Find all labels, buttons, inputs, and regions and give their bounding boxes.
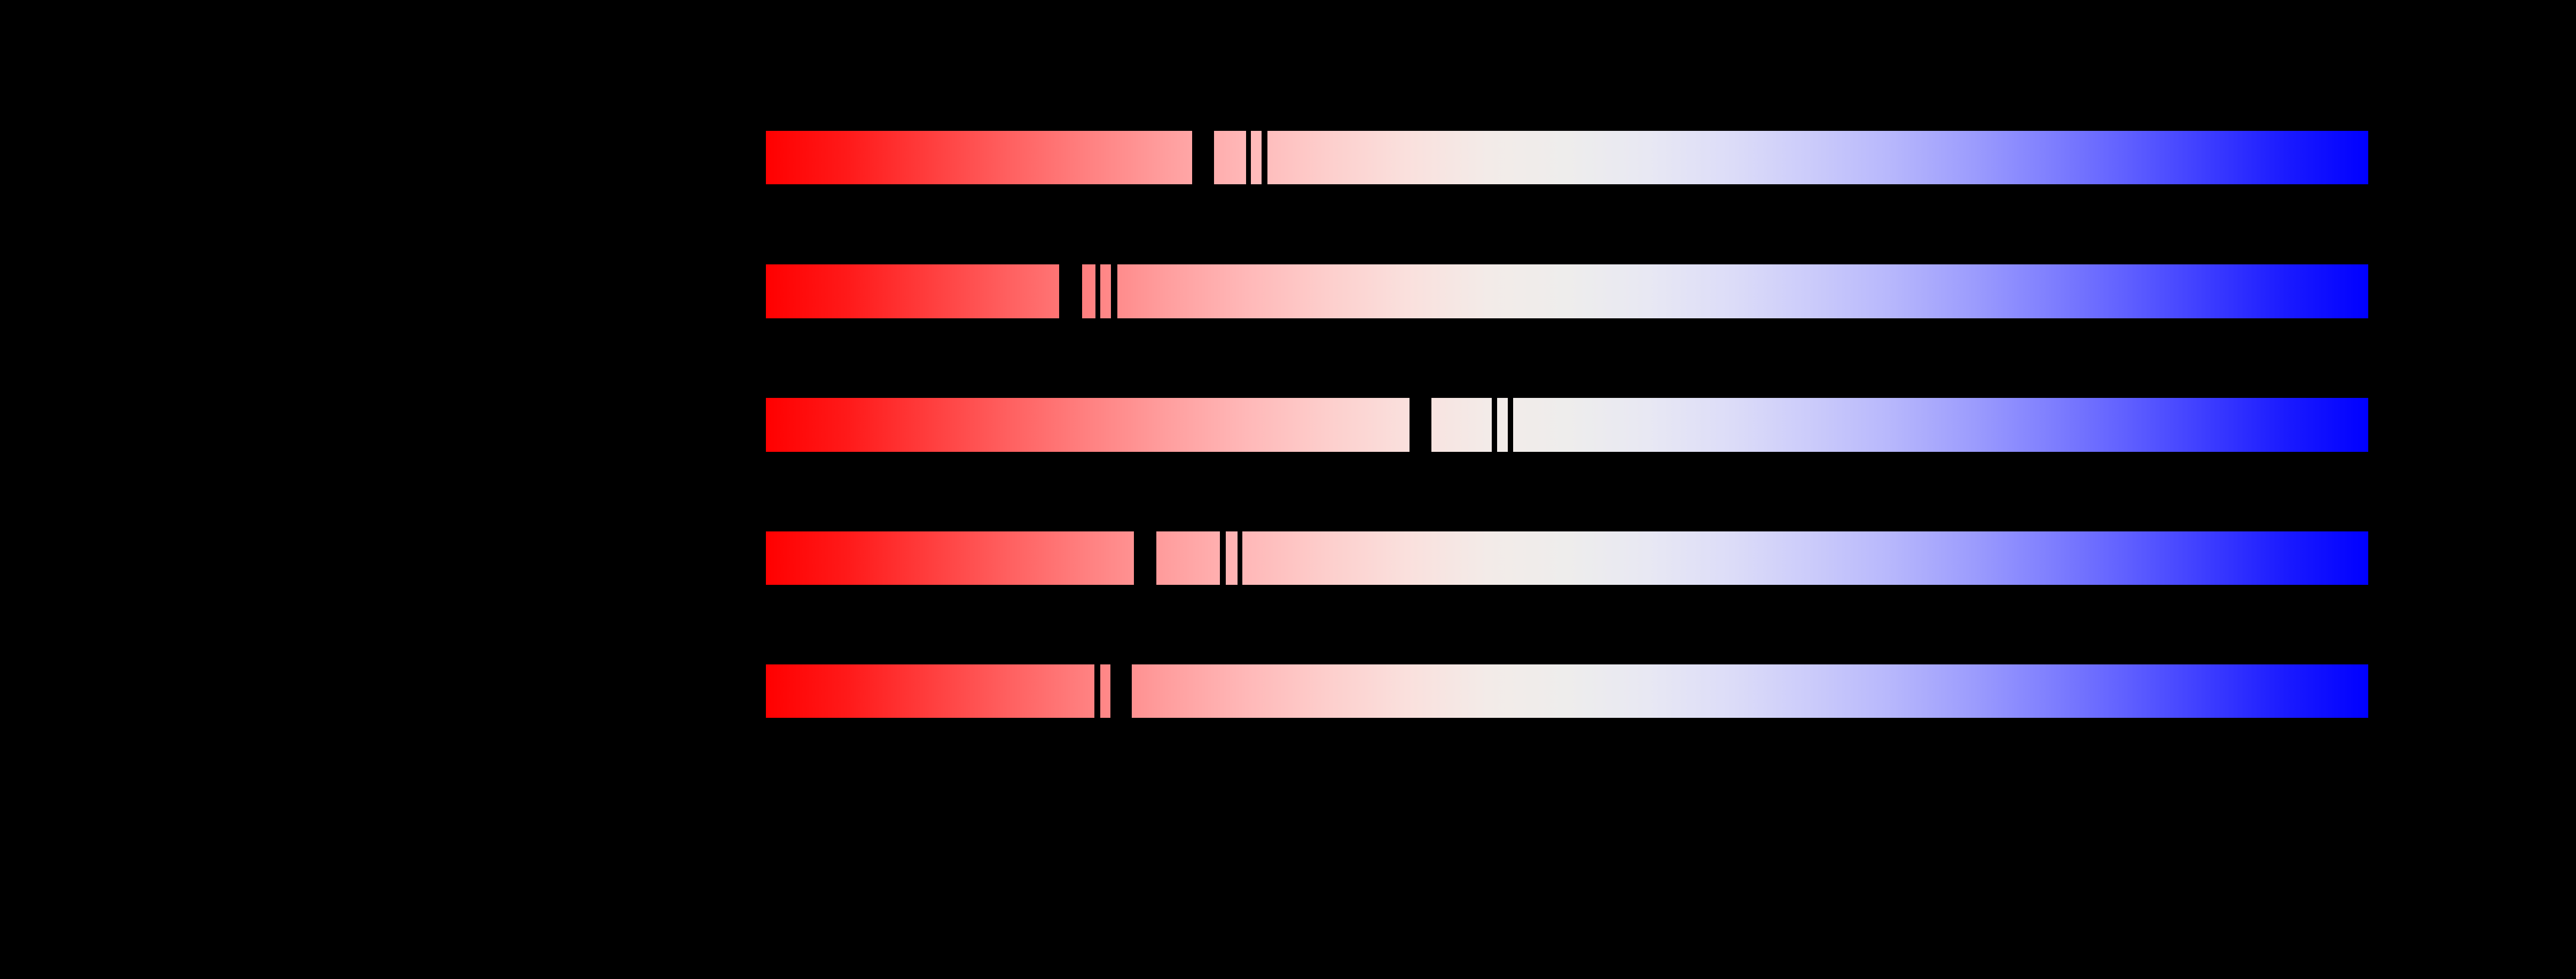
interval-mark-thick: [1059, 264, 1082, 318]
gradient-bar-5: [766, 664, 2368, 718]
gradient-bar-2: [766, 264, 2368, 318]
interval-mark-thin: [1262, 131, 1267, 184]
gradient-bar-4: [766, 531, 2368, 585]
gradient-bar-3: [766, 398, 2368, 452]
interval-mark-thin: [1095, 264, 1100, 318]
interval-mark-thin: [1492, 398, 1497, 452]
interval-mark-thick: [1192, 131, 1214, 184]
gradient-bar-1: [766, 131, 2368, 184]
interval-mark-thick: [1410, 398, 1431, 452]
interval-mark-thin: [1111, 264, 1117, 318]
interval-mark-thick: [1110, 664, 1132, 718]
interval-mark-thin: [1246, 131, 1251, 184]
interval-mark-thick: [1134, 531, 1156, 585]
interval-mark-thin: [1508, 398, 1513, 452]
interval-mark-thin: [1238, 531, 1242, 585]
interval-mark-thin: [1220, 531, 1226, 585]
interval-mark-thin: [1094, 664, 1100, 718]
